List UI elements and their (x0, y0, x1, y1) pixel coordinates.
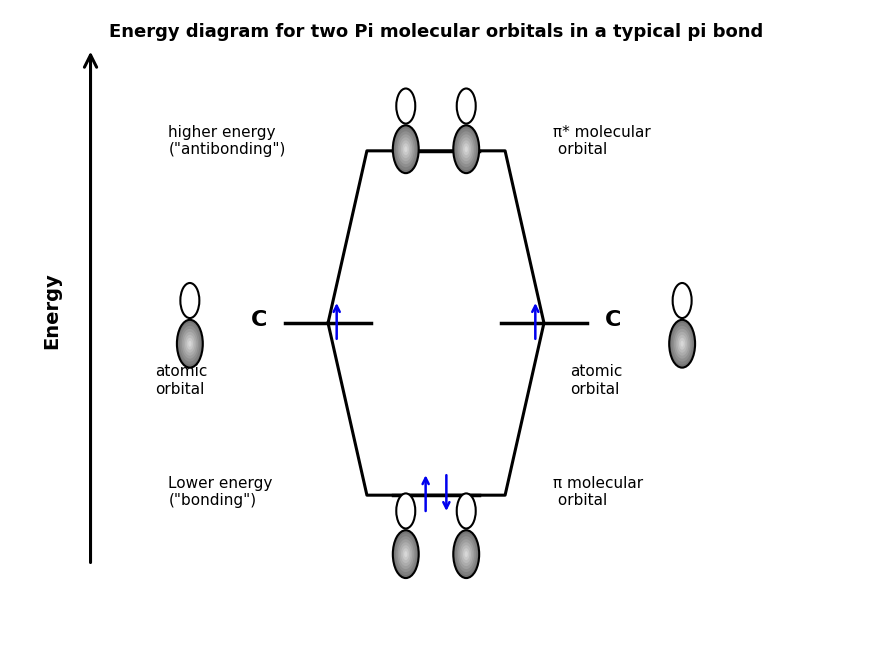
Ellipse shape (672, 283, 691, 318)
Ellipse shape (455, 129, 478, 170)
Ellipse shape (396, 89, 415, 123)
Ellipse shape (465, 146, 468, 152)
Ellipse shape (394, 129, 417, 170)
Ellipse shape (185, 335, 194, 353)
Ellipse shape (392, 125, 419, 173)
Ellipse shape (457, 494, 476, 528)
Text: Lower energy
("bonding"): Lower energy ("bonding") (168, 476, 273, 508)
Ellipse shape (179, 323, 201, 364)
Ellipse shape (392, 530, 419, 578)
Text: atomic
orbital: atomic orbital (570, 364, 623, 397)
Ellipse shape (181, 283, 200, 318)
Text: atomic
orbital: atomic orbital (155, 364, 208, 397)
Ellipse shape (398, 539, 414, 569)
Ellipse shape (399, 542, 412, 566)
Ellipse shape (403, 143, 409, 155)
Ellipse shape (453, 125, 480, 173)
Ellipse shape (181, 329, 198, 359)
Ellipse shape (465, 551, 468, 557)
Ellipse shape (460, 138, 473, 162)
Ellipse shape (187, 338, 193, 349)
Ellipse shape (671, 323, 693, 364)
Ellipse shape (457, 131, 476, 167)
Ellipse shape (672, 326, 691, 362)
Ellipse shape (461, 140, 471, 158)
Ellipse shape (678, 335, 687, 353)
Text: C: C (251, 310, 267, 330)
Ellipse shape (463, 143, 469, 155)
Text: π molecular
 orbital: π molecular orbital (553, 476, 643, 508)
Ellipse shape (404, 146, 407, 152)
Ellipse shape (461, 545, 471, 563)
Text: higher energy
("antibonding"): higher energy ("antibonding") (168, 125, 286, 158)
Ellipse shape (404, 551, 407, 557)
Ellipse shape (398, 134, 414, 164)
Ellipse shape (680, 340, 684, 347)
Ellipse shape (396, 131, 415, 167)
Ellipse shape (674, 329, 691, 359)
Ellipse shape (457, 89, 476, 123)
Ellipse shape (394, 533, 417, 575)
Ellipse shape (457, 536, 476, 572)
Ellipse shape (669, 320, 695, 368)
Ellipse shape (463, 548, 469, 560)
Ellipse shape (679, 338, 685, 349)
Ellipse shape (401, 140, 411, 158)
Text: C: C (605, 310, 621, 330)
Ellipse shape (455, 533, 478, 575)
Ellipse shape (403, 548, 409, 560)
Ellipse shape (399, 138, 412, 162)
Ellipse shape (396, 536, 415, 572)
Ellipse shape (181, 326, 200, 362)
Ellipse shape (396, 494, 415, 528)
Ellipse shape (460, 542, 473, 566)
Ellipse shape (401, 545, 411, 563)
Text: π* molecular
 orbital: π* molecular orbital (553, 125, 651, 158)
Ellipse shape (188, 340, 192, 347)
Ellipse shape (458, 134, 474, 164)
Ellipse shape (458, 539, 474, 569)
Text: Energy diagram for two Pi molecular orbitals in a typical pi bond: Energy diagram for two Pi molecular orbi… (109, 23, 763, 41)
Ellipse shape (676, 332, 689, 356)
Ellipse shape (183, 332, 196, 356)
Ellipse shape (177, 320, 203, 368)
Ellipse shape (453, 530, 480, 578)
Text: Energy: Energy (42, 272, 61, 349)
